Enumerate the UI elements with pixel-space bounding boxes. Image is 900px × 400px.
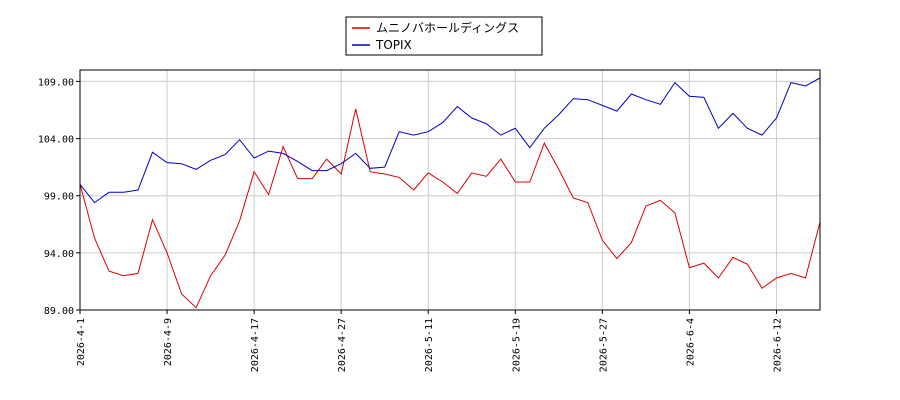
grid: [79, 70, 820, 311]
y-tick-label: 104.00: [38, 135, 74, 146]
x-tick-label: 2026-5-19: [511, 318, 522, 372]
x-tick-label: 2026-6-4: [685, 318, 696, 366]
x-tick-label: 2026-5-27: [598, 318, 609, 372]
series-line-2: [79, 77, 821, 204]
x-tick-label: 2026-5-11: [424, 318, 435, 372]
plot-border: [79, 69, 821, 311]
y-tick-label: 94.00: [44, 249, 74, 260]
legend: ムニノバホールディングス TOPIX: [345, 16, 543, 56]
series-lines: [79, 77, 821, 309]
y-tick-label: 99.00: [44, 192, 74, 203]
y-tick-label: 89.00: [44, 306, 74, 317]
legend-label-series-2: TOPIX: [375, 38, 412, 52]
x-tick-label: 2026-4-27: [337, 318, 348, 372]
x-tick-label: 2026-4-17: [250, 318, 261, 372]
y-tick-label: 109.00: [38, 77, 74, 88]
x-tick-label: 2026-4-9: [163, 318, 174, 366]
x-tick-label: 2026-6-12: [772, 318, 783, 372]
axes: 89.00 94.00 99.00 104.00 109.00 2026-4-1 2026-…: [38, 69, 821, 372]
legend-box: [345, 16, 543, 56]
x-tick-label: 2026-4-1: [76, 318, 87, 366]
legend-label-series-1: ムニノバホールディングス: [376, 20, 519, 35]
series-line-1: [79, 108, 821, 309]
